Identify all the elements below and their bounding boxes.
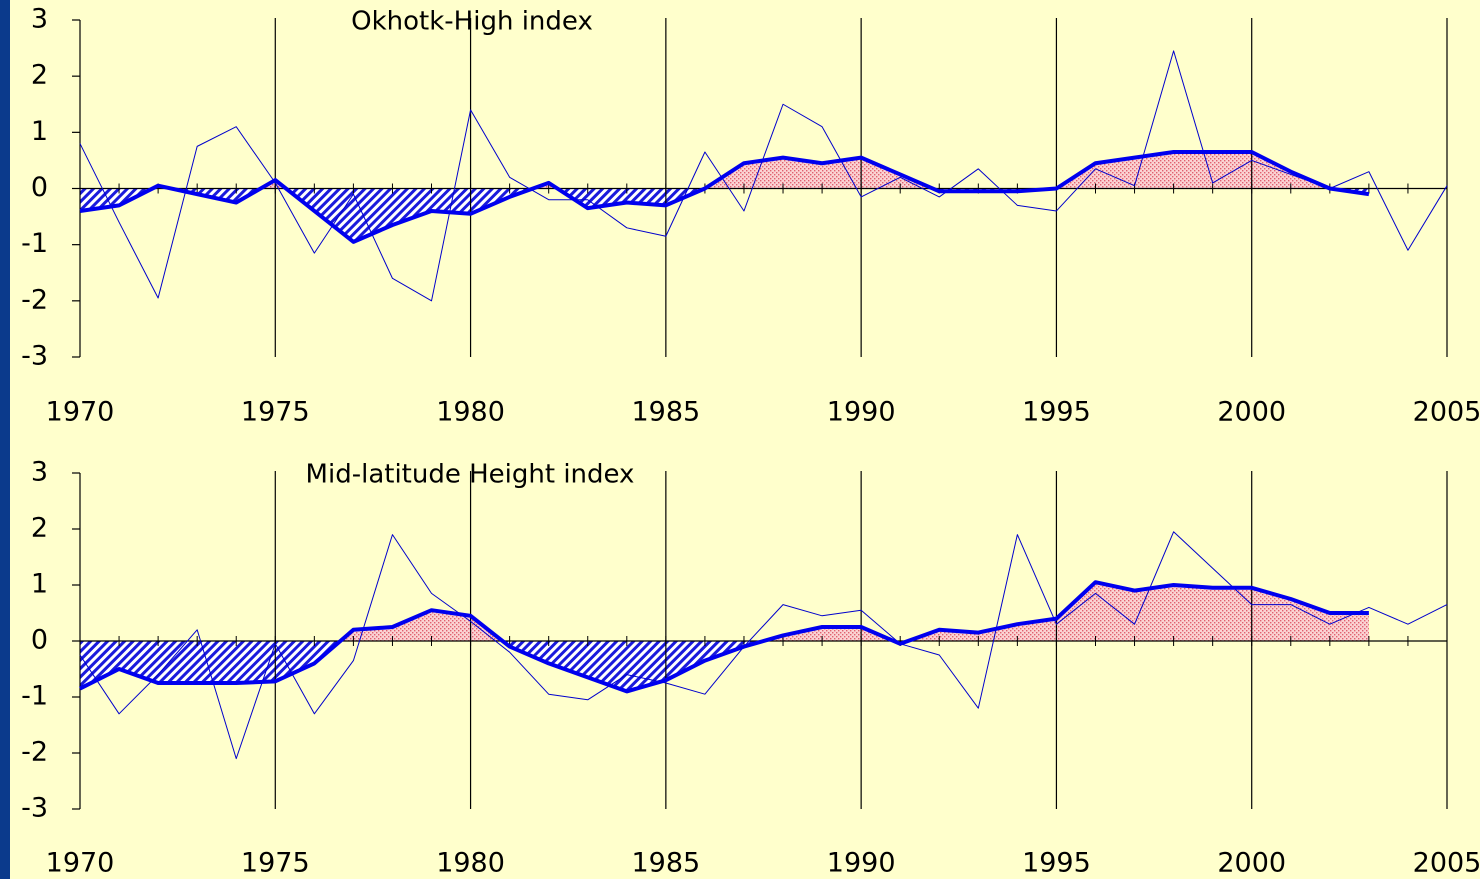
y-tick-label: -2	[21, 284, 48, 315]
y-tick-label: 1	[31, 569, 48, 600]
y-tick-label: -1	[21, 228, 48, 259]
y-tick-label: -2	[21, 737, 48, 768]
y-tick-label: 3	[31, 457, 48, 488]
x-tick-label: 1985	[631, 397, 700, 428]
x-tick-label: 1980	[436, 848, 505, 879]
y-tick-label: -1	[21, 681, 48, 712]
x-tick-label: 1970	[46, 397, 115, 428]
x-tick-label: 1995	[1022, 397, 1091, 428]
plot-background	[10, 0, 1480, 879]
x-tick-label: 2005	[1413, 397, 1480, 428]
x-tick-label: 1985	[631, 848, 700, 879]
series-line	[79, 531, 1448, 760]
negative-fill	[80, 641, 1369, 692]
negative-fill	[80, 188, 1369, 242]
x-tick-label: 1995	[1022, 848, 1091, 879]
y-tick-label: 2	[31, 60, 48, 91]
y-tick-label: 0	[31, 172, 48, 203]
y-tick-label: 2	[31, 513, 48, 544]
chart-title: Mid-latitude Height index	[306, 460, 635, 490]
x-tick-label: 2000	[1217, 397, 1286, 428]
x-tick-label: 1970	[46, 848, 115, 879]
series-line	[79, 149, 1370, 244]
y-tick-label: -3	[21, 793, 48, 824]
series-line	[79, 580, 1369, 694]
x-tick-label: 2000	[1217, 848, 1286, 879]
positive-fill	[80, 582, 1369, 641]
y-tick-label: 1	[31, 116, 48, 147]
y-tick-label: -3	[21, 341, 48, 372]
y-tick-label: 3	[31, 4, 48, 35]
x-tick-label: 1990	[827, 397, 896, 428]
series-line	[79, 50, 1448, 302]
x-tick-label: 1980	[436, 397, 505, 428]
y-tick-label: 0	[31, 625, 48, 656]
x-tick-label: 1975	[241, 848, 310, 879]
x-tick-label: 2005	[1413, 848, 1480, 879]
x-tick-label: 1990	[827, 848, 896, 879]
chart-title: Okhotk-High index	[351, 7, 593, 37]
x-tick-label: 1975	[241, 397, 310, 428]
